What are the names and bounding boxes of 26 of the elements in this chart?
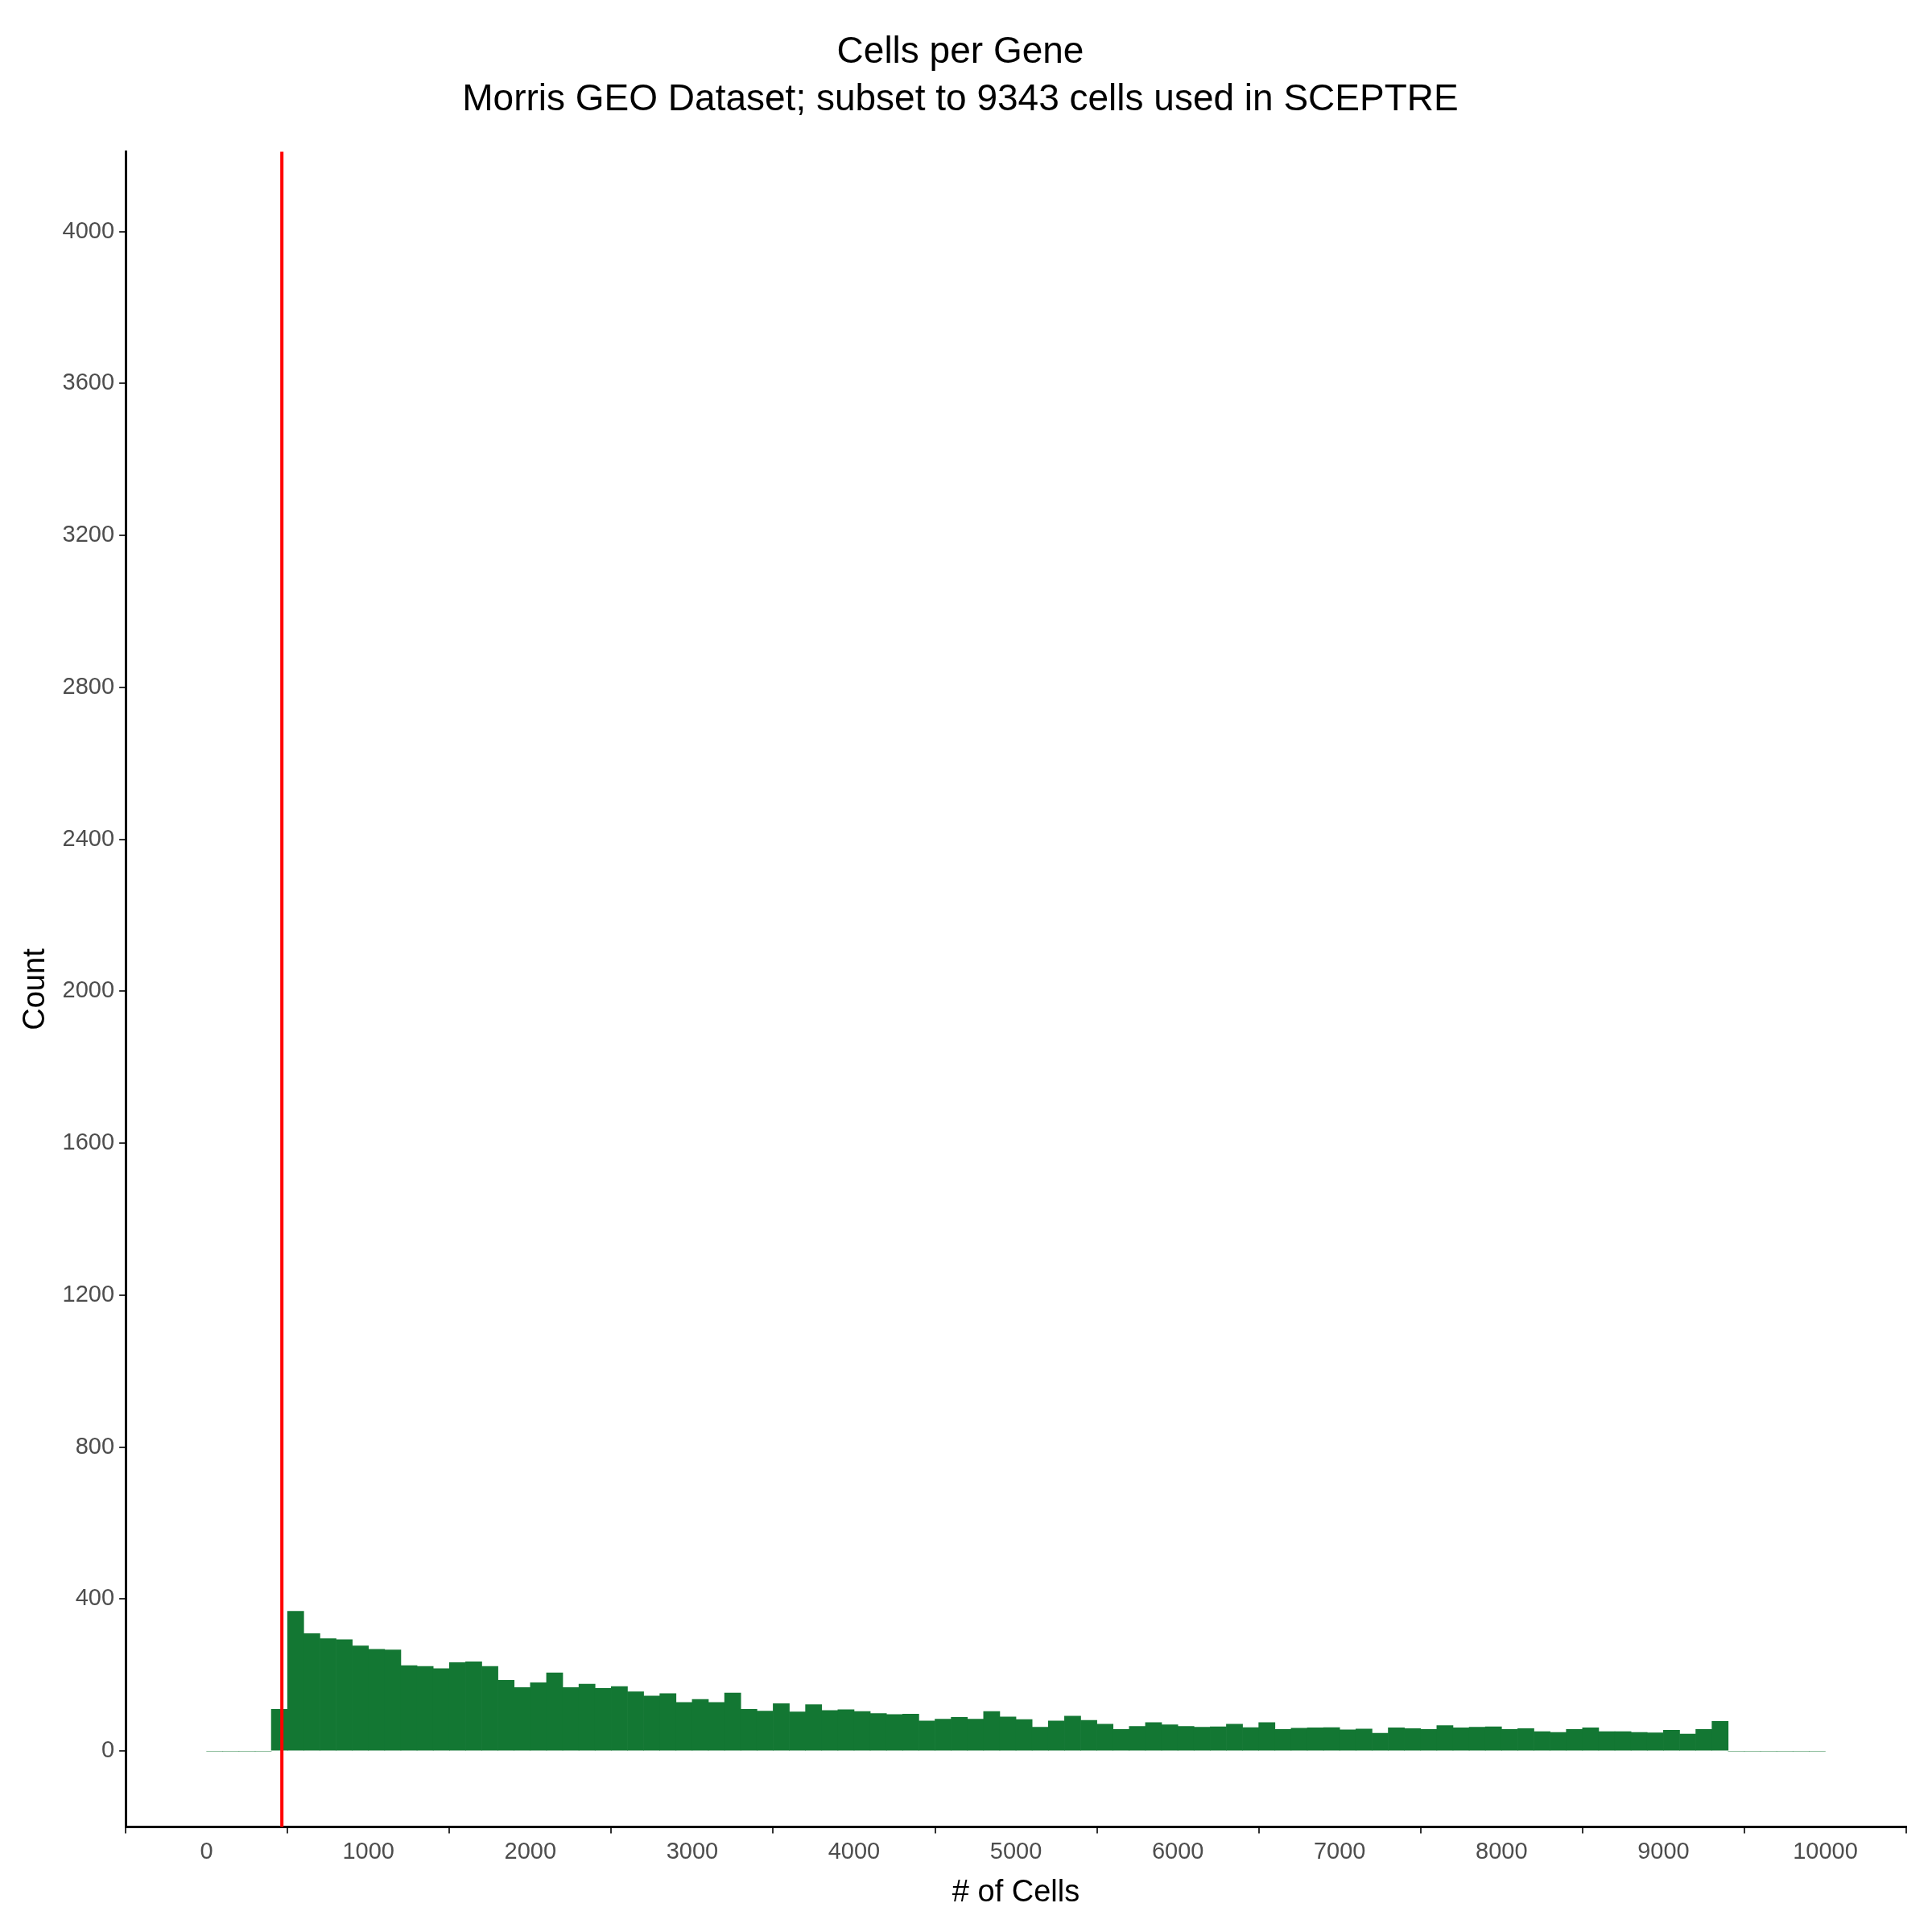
x-tick-label: 3000 <box>666 1838 719 1864</box>
x-tick-label: 1000 <box>342 1838 394 1864</box>
y-tick-label: 2400 <box>62 824 115 851</box>
x-tick-label: 4000 <box>828 1838 881 1864</box>
y-tick-label: 1600 <box>62 1129 115 1155</box>
y-tick-label: 4000 <box>62 217 115 243</box>
x-tick-label: 9000 <box>1637 1838 1690 1864</box>
y-tick-label: 0 <box>101 1736 115 1763</box>
y-tick-label: 3200 <box>62 521 115 547</box>
x-tick-label: 10000 <box>1793 1838 1858 1864</box>
y-tick-label: 400 <box>75 1584 115 1611</box>
chart-title: Cells per Gene <box>836 29 1084 72</box>
y-tick-label: 3600 <box>62 369 115 395</box>
x-tick-label: 5000 <box>989 1838 1042 1864</box>
x-tick-label: 7000 <box>1313 1838 1366 1864</box>
x-axis-title: # of Cells <box>952 1873 1080 1908</box>
y-tick-label: 1200 <box>62 1280 115 1307</box>
x-tick-label: 2000 <box>504 1838 557 1864</box>
y-tick-label: 2800 <box>62 672 115 699</box>
x-tick-label: 6000 <box>1151 1838 1204 1864</box>
y-tick-label: 2000 <box>62 976 115 1003</box>
y-axis-title: Count <box>17 947 52 1030</box>
x-tick-label: 8000 <box>1476 1838 1528 1864</box>
chart-subtitle: Morris GEO Dataset; subset to 9343 cells used in SCEPTRE <box>462 76 1459 119</box>
x-tick-label: 0 <box>200 1838 213 1864</box>
y-tick-label: 800 <box>75 1432 115 1459</box>
